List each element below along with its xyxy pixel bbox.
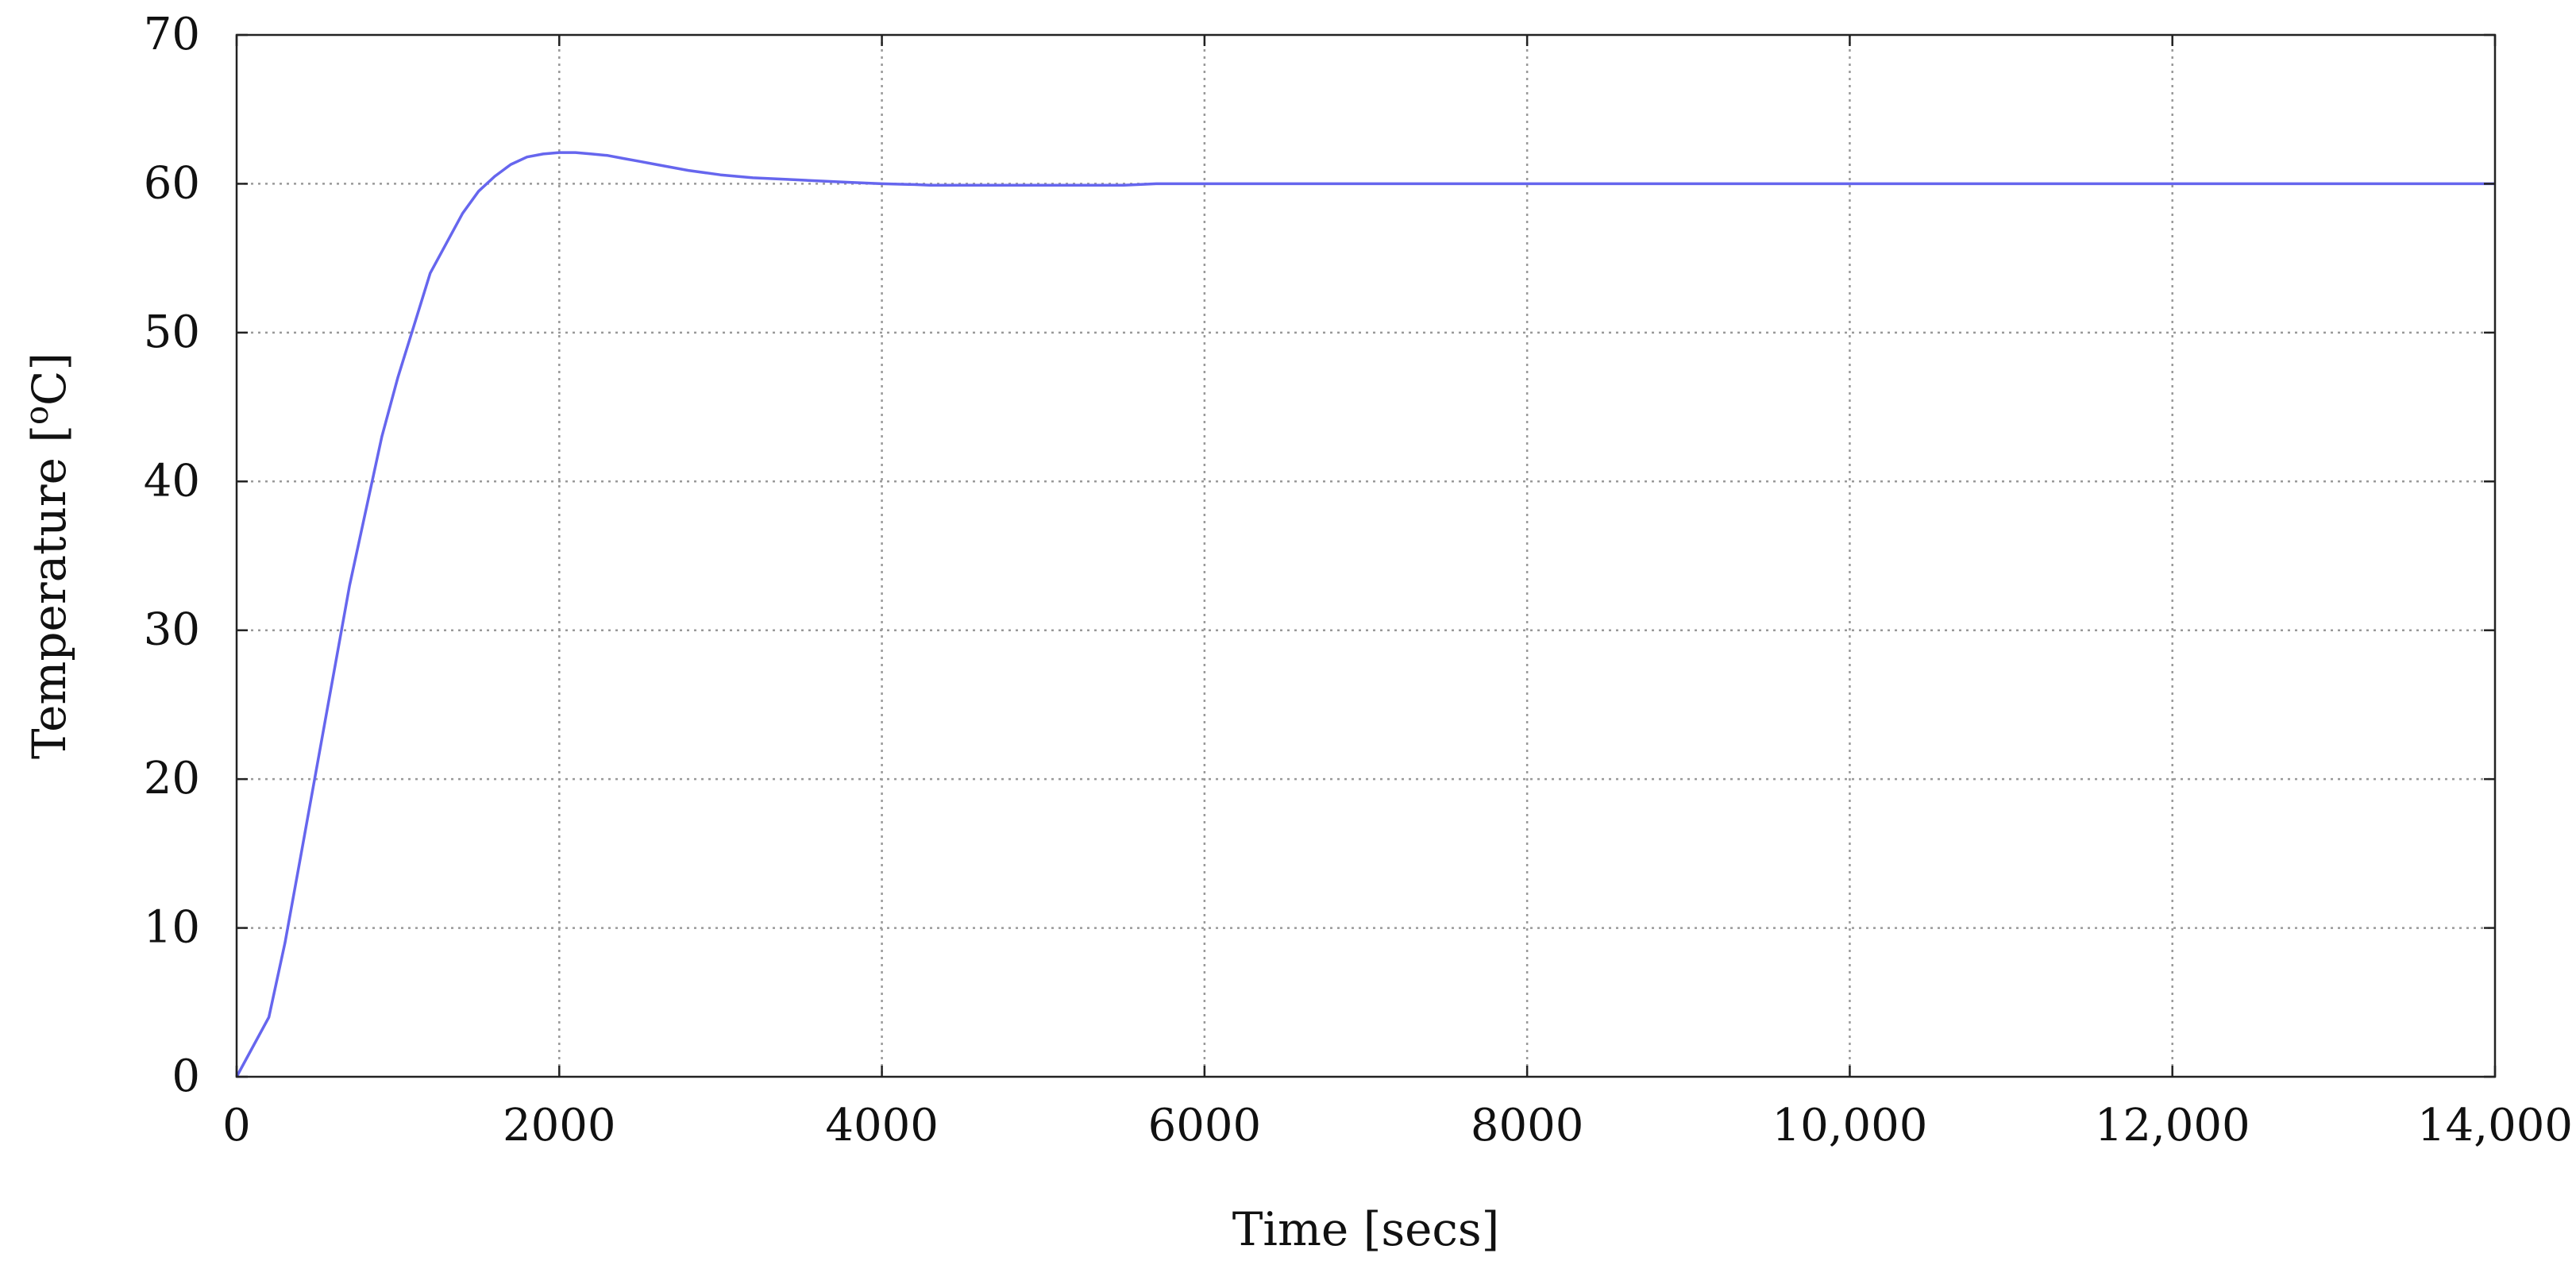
- x-tick-label: 10,000: [1772, 1100, 1927, 1151]
- plot-frame: [235, 33, 2497, 1078]
- y-tick-label: 10: [144, 902, 200, 954]
- ticks: [235, 33, 2497, 1078]
- temperature-series-line: [235, 151, 2495, 1078]
- x-tick-label: 12,000: [2095, 1100, 2250, 1151]
- y-tick-label: 30: [144, 604, 200, 656]
- y-axis-label: Temperature [oC]: [19, 353, 76, 759]
- y-tick-label: 0: [172, 1051, 200, 1102]
- y-tick-label: 70: [144, 9, 200, 60]
- x-axis-label: Time [secs]: [1232, 1202, 1500, 1256]
- y-tick-label: 20: [144, 753, 200, 804]
- y-tick-label: 60: [144, 157, 200, 209]
- y-tick-label: 40: [144, 455, 200, 507]
- grid: [237, 35, 2495, 1077]
- y-axis-label-superscript: o: [19, 406, 56, 425]
- series-layer: [235, 151, 2495, 1078]
- x-tick-label: 2000: [503, 1100, 616, 1151]
- x-tick-label: 14,000: [2417, 1100, 2573, 1151]
- x-tick-label: 6000: [1148, 1100, 1262, 1151]
- x-tick-label: 0: [222, 1100, 251, 1151]
- x-tick-label: 8000: [1471, 1100, 1584, 1151]
- y-tick-label: 50: [144, 307, 200, 358]
- y-axis-label-unit: C]: [22, 353, 76, 406]
- y-tick-labels: 0 10 20 30 40 50 60 70: [144, 9, 200, 1102]
- y-axis-label-main: Temperature [: [22, 425, 76, 759]
- x-tick-labels: 0 2000 4000 6000 8000 10,000 12,000 14,000: [222, 1100, 2573, 1151]
- x-tick-label: 4000: [825, 1100, 939, 1151]
